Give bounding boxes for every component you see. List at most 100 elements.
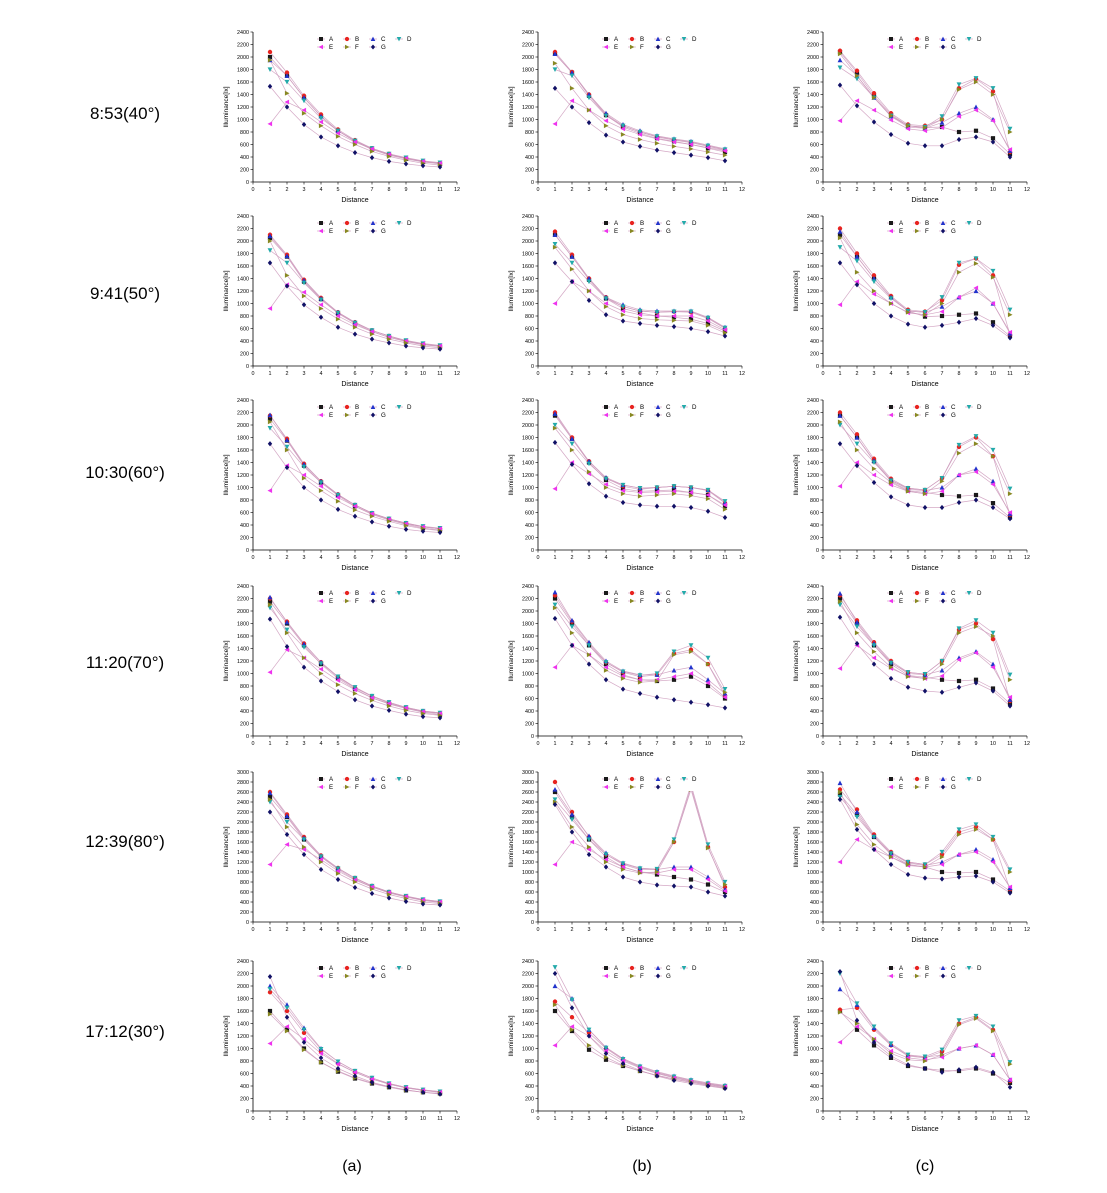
point-E-7 <box>369 511 375 517</box>
x-tick-label: 5 <box>337 927 340 933</box>
x-tick-label: 1 <box>839 927 842 933</box>
legend-label-A: A <box>329 220 334 227</box>
point-G-5 <box>620 139 626 145</box>
y-tick-label: 1200 <box>522 473 534 479</box>
point-D-10 <box>990 268 996 274</box>
point-F-2 <box>854 73 860 79</box>
point-F-11 <box>722 689 728 695</box>
point-D-9 <box>973 1013 979 1019</box>
legend-label-C: C <box>381 590 386 597</box>
x-tick-label: 2 <box>571 741 574 747</box>
legend-marker-B <box>344 590 350 596</box>
legend-label-F: F <box>355 973 359 980</box>
point-F-2 <box>284 824 290 830</box>
point-E-7 <box>369 146 375 152</box>
point-D-3 <box>586 461 592 467</box>
x-tick-label: 0 <box>252 927 255 933</box>
point-G-2 <box>569 829 575 835</box>
x-tick-label: 7 <box>371 187 374 193</box>
x-tick-label: 0 <box>822 1116 825 1122</box>
point-C-1 <box>837 780 843 786</box>
legend-marker-C <box>370 220 376 225</box>
legend-label-D: D <box>407 36 412 43</box>
point-G-5 <box>905 321 911 327</box>
point-F-10 <box>990 1028 996 1034</box>
point-C-8 <box>956 110 962 116</box>
point-D-6 <box>352 685 358 690</box>
y-tick-label: 2200 <box>237 972 249 978</box>
point-D-7 <box>369 693 375 699</box>
point-C-1 <box>552 411 558 416</box>
point-G-9 <box>688 152 694 158</box>
point-F-6 <box>352 142 358 147</box>
legend-marker-D <box>681 405 687 410</box>
y-tick-label: 1800 <box>237 252 249 258</box>
series-line-A <box>839 51 1011 155</box>
x-tick-label: 12 <box>739 1116 745 1122</box>
point-F-8 <box>956 87 962 92</box>
chart-r2-c0: 0200400600800100012001400160018002000220… <box>223 398 460 572</box>
y-tick-label: 800 <box>525 130 534 136</box>
y-tick-label: 1000 <box>522 302 534 308</box>
point-D-6 <box>922 862 928 868</box>
legend-marker-D <box>966 37 972 42</box>
x-tick-label: 6 <box>924 927 927 933</box>
point-A-10 <box>705 683 711 689</box>
y-tick-label: 2000 <box>522 984 534 990</box>
legend-marker-E <box>318 44 323 50</box>
x-tick-label: 12 <box>739 187 745 193</box>
y-tick-label: 2400 <box>522 800 534 806</box>
y-tick-label: 1800 <box>807 252 819 258</box>
point-C-1 <box>837 229 843 234</box>
y-tick-label: 1200 <box>522 860 534 866</box>
point-D-3 <box>586 837 592 843</box>
x-axis-title: Distance <box>626 1126 653 1133</box>
point-G-7 <box>369 1079 375 1085</box>
legend-marker-D <box>966 966 972 971</box>
point-G-6 <box>637 690 643 697</box>
legend-marker-G <box>370 228 376 234</box>
point-F-8 <box>956 1022 962 1028</box>
point-E-9 <box>973 285 979 291</box>
x-tick-label: 11 <box>1007 187 1013 193</box>
point-G-11 <box>1007 890 1013 896</box>
legend-marker-D <box>966 777 972 782</box>
y-tick-label: 0 <box>246 920 249 926</box>
point-G-2 <box>569 1005 575 1011</box>
point-G-3 <box>586 297 592 303</box>
point-G-4 <box>603 312 609 318</box>
point-G-4 <box>888 861 894 868</box>
y-tick-label: 1800 <box>522 252 534 258</box>
point-D-8 <box>956 442 962 448</box>
point-F-6 <box>922 491 928 497</box>
point-F-4 <box>318 488 324 494</box>
legend-marker-E <box>603 973 608 979</box>
point-E-4 <box>603 118 609 124</box>
x-tick-label: 7 <box>941 741 944 747</box>
legend-label-C: C <box>666 965 671 972</box>
x-axis-title: Distance <box>911 197 938 204</box>
point-G-2 <box>284 1014 290 1020</box>
y-tick-label: 1800 <box>807 436 819 442</box>
point-G-1 <box>552 85 558 91</box>
y-tick-label: 600 <box>810 143 819 149</box>
point-G-10 <box>420 714 426 720</box>
legend-label-D: D <box>692 776 697 783</box>
x-tick-label: 10 <box>705 741 711 747</box>
point-E-1 <box>267 862 273 867</box>
point-D-7 <box>654 866 660 872</box>
point-D-4 <box>888 478 894 484</box>
x-tick-label: 5 <box>907 187 910 193</box>
x-tick-label: 0 <box>252 1116 255 1122</box>
point-F-4 <box>888 113 894 119</box>
y-tick-label: 2400 <box>807 30 819 36</box>
y-tick-label: 1200 <box>237 289 249 295</box>
x-tick-label: 10 <box>705 927 711 933</box>
y-tick-label: 1400 <box>807 277 819 283</box>
x-axis-title: Distance <box>626 751 653 758</box>
point-A-1 <box>837 596 843 601</box>
point-D-4 <box>888 851 894 857</box>
y-tick-label: 1800 <box>807 68 819 74</box>
point-G-2 <box>854 640 860 647</box>
point-D-8 <box>671 649 677 655</box>
